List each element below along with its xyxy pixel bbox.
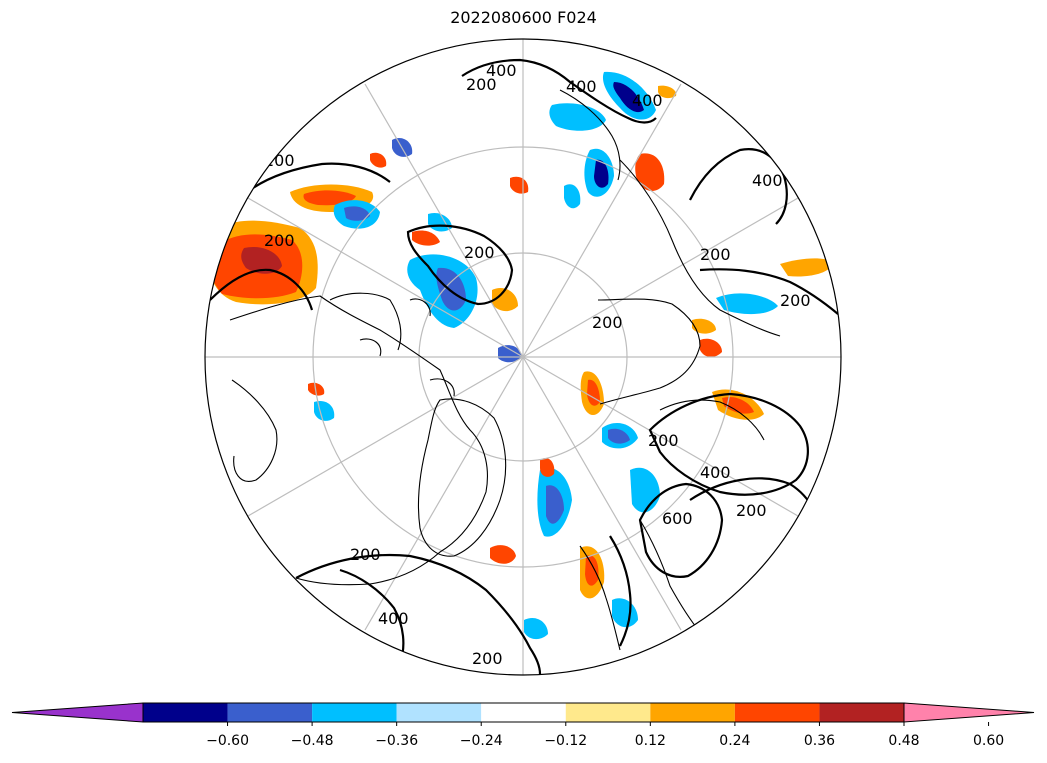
contour-label: 200 (648, 431, 679, 450)
colorbar-bin (819, 703, 904, 722)
colorbar-tick-label: −0.24 (460, 733, 503, 749)
contour-label: 400 (632, 91, 663, 110)
graticule (205, 39, 841, 675)
contour-200-west (209, 268, 314, 311)
cold-anomaly-kara-core (594, 159, 609, 188)
coast-eurasia (597, 159, 781, 405)
coast-siberia (559, 89, 621, 181)
warm-anomaly-small-e (370, 152, 387, 168)
warm-anomaly-small-b (510, 176, 529, 194)
colorbar-bin (481, 703, 566, 722)
map-boundary (204, 38, 842, 676)
colorbar-bin (734, 703, 820, 722)
warm-anomaly-taimyr (635, 153, 665, 191)
contour-label: 200 (592, 313, 623, 332)
warm-anomaly-bering (780, 258, 834, 277)
contour-200-se (609, 535, 632, 647)
colorbar (11, 702, 1035, 723)
contour-label: 200 (472, 649, 503, 668)
colorbar-tick-label: 0.36 (804, 733, 835, 749)
contour-east-loop-a (648, 392, 809, 496)
coast-greenland (417, 398, 507, 557)
contour-label: 400 (752, 171, 783, 190)
colorbar-extend-high (903, 702, 1035, 723)
contour-label: 400 (566, 77, 597, 96)
colorbar-tick-label: −0.36 (375, 733, 418, 749)
warm-anomaly-pole-b (492, 287, 518, 312)
coast-north-america (229, 295, 488, 586)
contour-label: 200 (464, 243, 495, 262)
warm-anomaly-small-h (658, 85, 677, 99)
colorbar-tick-label: −0.12 (544, 733, 587, 749)
colorbar-bin (650, 703, 735, 722)
coast-alaska (659, 399, 765, 441)
colorbar-tick-label: −0.60 (206, 733, 249, 749)
colorbar-bin (312, 703, 397, 722)
coast-scandinavia (579, 519, 701, 651)
contour-label-group: 400 200 400 400 200 400 200 200 200 200 … (264, 61, 811, 668)
warm-anomaly-small-a (412, 230, 440, 246)
colorbar-extend-low (11, 702, 144, 723)
contour-label: 600 (662, 509, 693, 528)
colorbar-outline (142, 702, 905, 723)
colorbar-ticks: −0.60 −0.48 −0.36 −0.24 −0.12 0.12 0.24 0.36 0.4… (206, 722, 1004, 749)
cold-anomaly-siberia (549, 103, 606, 131)
coast-arctic-archipelago (329, 292, 455, 397)
cold-anomaly-small-j (564, 184, 581, 209)
colorbar-bin (565, 703, 651, 722)
warm-anomaly-alaska-core (722, 396, 754, 414)
cold-anomaly-siberia-peak (613, 82, 644, 113)
contour-200-nw (249, 162, 391, 191)
warm-anomaly-north-core (303, 190, 356, 206)
coast-hudson (231, 379, 278, 482)
cold-anomaly-greenland-core (546, 485, 564, 524)
warm-anomaly-atlantic-core (585, 555, 599, 586)
colorbar-tick-label: 0.60 (973, 733, 1004, 749)
contour-200-east (699, 268, 839, 315)
contour-400-south (339, 568, 405, 665)
colorbar-tick-label: 0.48 (888, 733, 919, 749)
colorbar-bin (227, 703, 313, 722)
warm-anomaly-left-peak (241, 246, 282, 274)
contour-label: 400 (486, 61, 517, 80)
cold-anomaly-pole-a-core (436, 267, 466, 311)
warm-anomaly-small-i (692, 318, 716, 334)
contour-label: 200 (350, 545, 381, 564)
contour-label: 200 (736, 501, 767, 520)
colorbar-tick-label: 0.12 (635, 733, 666, 749)
colorbar-tick-label: −0.48 (291, 733, 334, 749)
warm-anomaly-small-k (540, 457, 555, 477)
contour-200-south (295, 553, 542, 675)
contour-label: 200 (466, 75, 497, 94)
warm-anomaly-small-f (308, 382, 325, 396)
colorbar-bin (396, 703, 482, 722)
cold-anomaly-north-atlantic (524, 617, 548, 640)
contour-200-pole (406, 224, 514, 306)
warm-anomaly-okhotsk (716, 293, 778, 315)
cold-anomaly-central-pole (498, 345, 522, 363)
contour-label: 400 (700, 463, 731, 482)
cold-anomaly-ne-canada-core (608, 428, 630, 444)
warm-anomaly-greenland-south (490, 545, 516, 564)
contour-label: 400 (378, 609, 409, 628)
map-disc: 400 200 400 400 200 400 200 200 200 200 … (205, 39, 841, 675)
colorbar-bin (143, 703, 228, 722)
contour-ne-loop (689, 148, 788, 225)
contour-600 (638, 482, 724, 578)
warm-anomaly-chukchi (700, 338, 722, 358)
coastlines (229, 89, 781, 651)
contour-label: 200 (264, 231, 295, 250)
colorbar-tick-label: 0.24 (719, 733, 750, 749)
contour-label: 200 (700, 245, 731, 264)
cold-anomaly-canada-core (344, 206, 370, 221)
chart-title: 2022080600 F024 (450, 8, 597, 27)
contour-400-north (461, 58, 657, 124)
contour-label: 200 (780, 291, 811, 310)
